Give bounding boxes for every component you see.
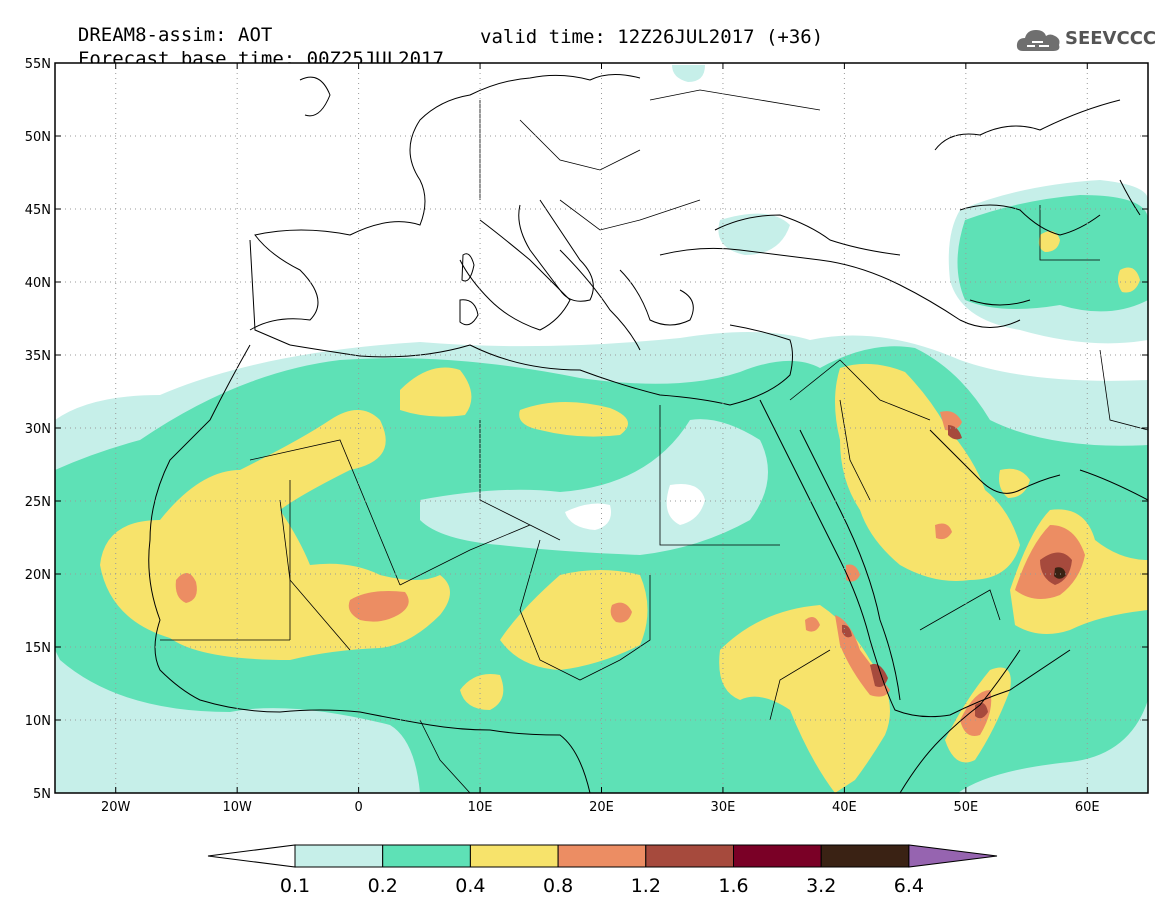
colorbar-over-arrow bbox=[908, 844, 998, 868]
logo-text: SEEVCCC bbox=[1065, 28, 1157, 49]
lat-tick-label: 10N bbox=[25, 714, 51, 729]
latitude-axis: 55N 50N 45N 40N 35N 30N 25N 20N 15N 10N 5N bbox=[25, 57, 1148, 802]
lat-tick-label: 45N bbox=[25, 203, 51, 218]
lat-tick-label: 35N bbox=[25, 349, 51, 364]
colorbar-bin bbox=[557, 844, 647, 868]
lon-tick-label: 0 bbox=[354, 800, 362, 815]
seevccc-logo: SEEVCCC bbox=[1015, 25, 1157, 55]
lon-tick-label: 10E bbox=[468, 800, 493, 815]
lat-tick-label: 15N bbox=[25, 641, 51, 656]
colorbar-bin bbox=[469, 844, 559, 868]
lat-tick-label: 50N bbox=[25, 130, 51, 145]
colorbar-under-arrow bbox=[207, 844, 296, 868]
colorbar-label: 0.1 bbox=[280, 875, 310, 897]
lon-tick-label: 10W bbox=[222, 800, 252, 815]
lon-tick-label: 50E bbox=[953, 800, 978, 815]
graticule bbox=[55, 63, 1148, 793]
map-title: DREAM8-assim: AOT bbox=[55, 2, 272, 46]
colorbar-bin bbox=[820, 844, 910, 868]
colorbar-label: 6.4 bbox=[894, 875, 924, 897]
aot-band-1.6 bbox=[1054, 567, 1066, 579]
colorbar-bin bbox=[382, 844, 471, 868]
colorbar-label: 3.2 bbox=[806, 875, 836, 897]
lon-tick-label: 20W bbox=[101, 800, 131, 815]
colorbar-label: 0.2 bbox=[368, 875, 398, 897]
colorbar-bin bbox=[645, 844, 734, 868]
colorbar: 0.1 0.2 0.4 0.8 1.2 1.6 3.2 6.4 bbox=[207, 844, 998, 897]
lon-tick-label: 60E bbox=[1075, 800, 1100, 815]
lat-tick-label: 40N bbox=[25, 276, 51, 291]
valid-time-text: valid time: 12Z26JUL2017 (+36) bbox=[480, 26, 824, 48]
colorbar-label: 0.4 bbox=[455, 875, 485, 897]
colorbar-label: 1.2 bbox=[631, 875, 661, 897]
lon-tick-label: 20E bbox=[589, 800, 614, 815]
colorbar-bin bbox=[733, 844, 822, 868]
country-borders bbox=[160, 89, 1148, 793]
lat-tick-label: 5N bbox=[33, 787, 51, 802]
colorbar-label: 1.6 bbox=[718, 875, 748, 897]
lon-tick-label: 30E bbox=[711, 800, 736, 815]
lat-tick-label: 20N bbox=[25, 568, 51, 583]
lat-tick-label: 55N bbox=[25, 57, 51, 72]
europe-coast bbox=[249, 76, 694, 346]
title-text: DREAM8-assim: AOT bbox=[77, 24, 273, 46]
lon-tick-label: 40E bbox=[832, 800, 857, 815]
aot-band-0.0-inner bbox=[565, 484, 705, 530]
cloud-icon bbox=[1016, 30, 1060, 51]
colorbar-label: 0.8 bbox=[543, 875, 573, 897]
colorbar-bin bbox=[294, 844, 384, 868]
lat-tick-label: 30N bbox=[25, 422, 51, 437]
lat-tick-label: 25N bbox=[25, 495, 51, 510]
longitude-axis: 20W 10W 0 10E 20E 30E 40E 50E 60E bbox=[101, 63, 1100, 815]
